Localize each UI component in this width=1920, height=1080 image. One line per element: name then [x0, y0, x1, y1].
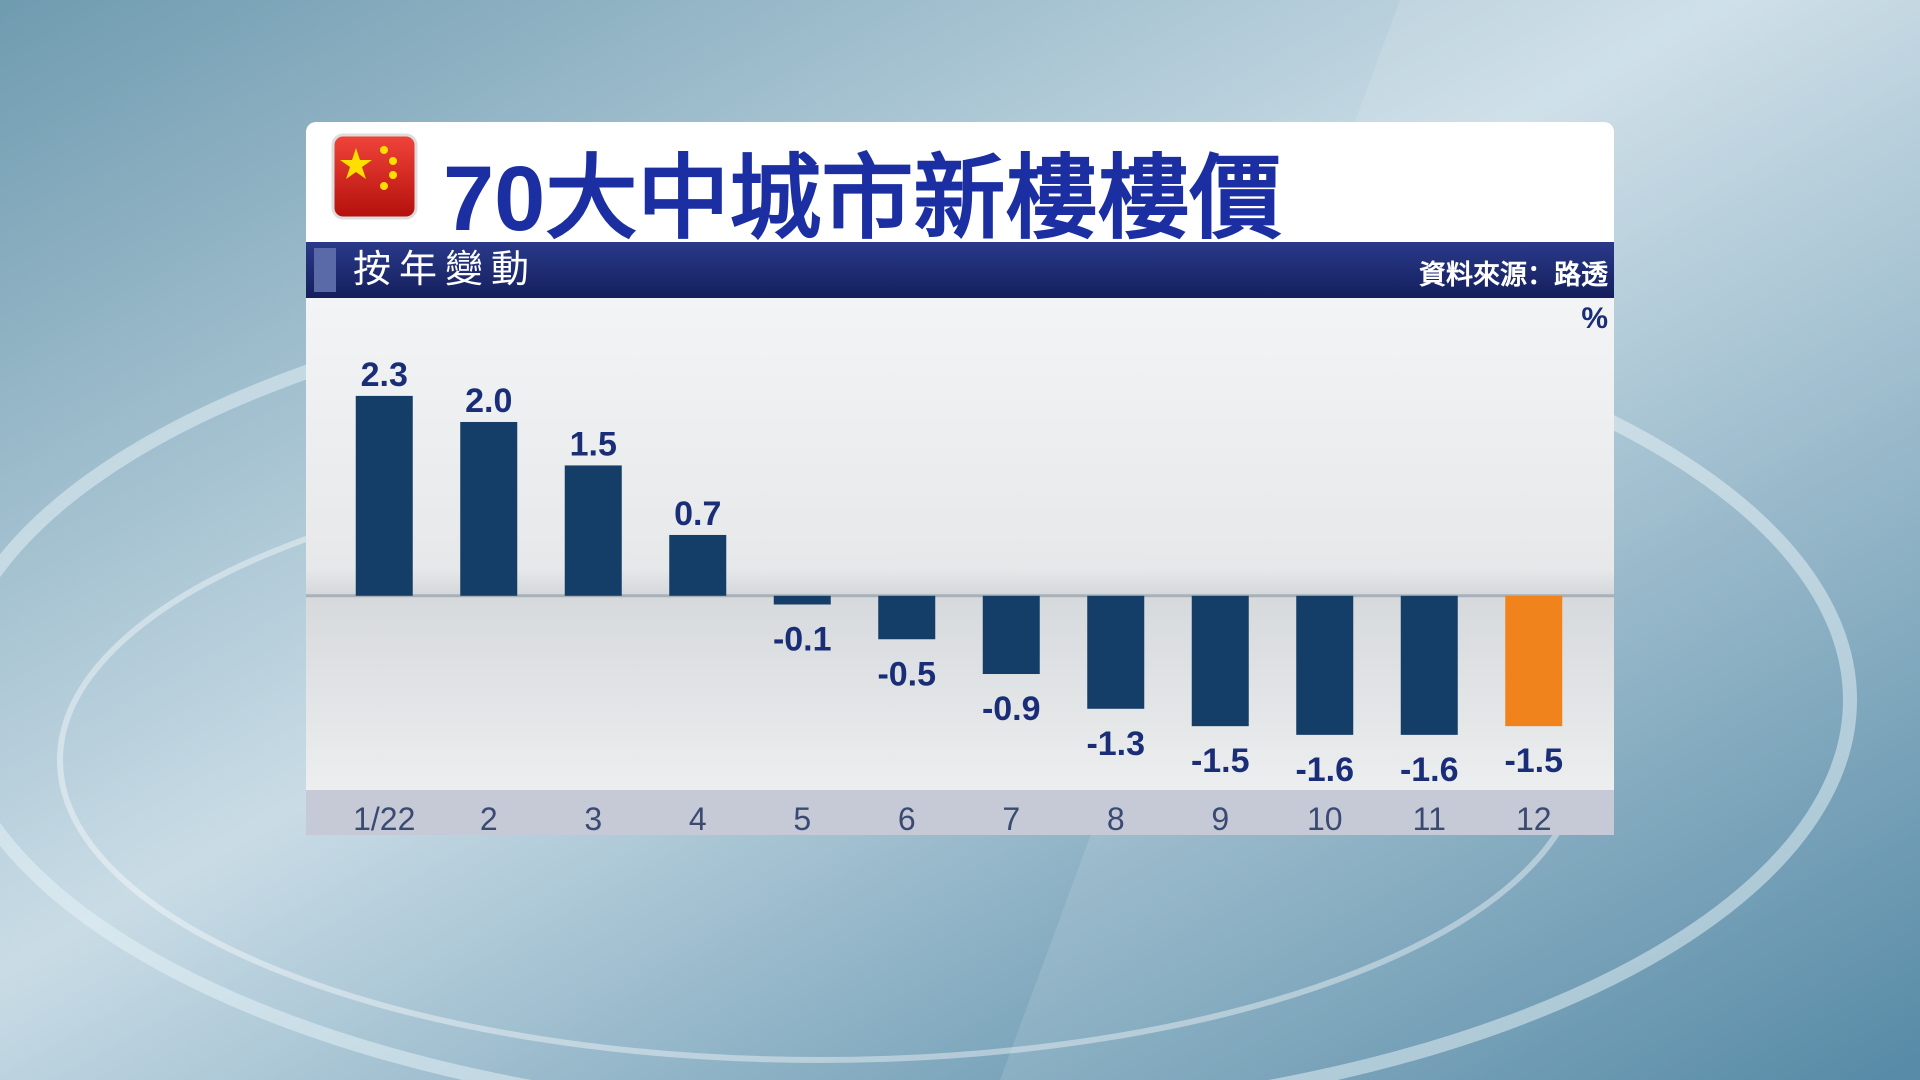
x-tick-label: 6 — [898, 801, 916, 837]
flag-icon — [331, 133, 418, 220]
value-label: 2.0 — [465, 382, 512, 420]
flag-star — [380, 182, 388, 190]
value-label: 0.7 — [674, 495, 721, 533]
value-label: -0.9 — [982, 690, 1041, 728]
x-tick-label: 7 — [1002, 801, 1020, 837]
x-tick-label: 8 — [1107, 801, 1125, 837]
chart-subtitle: 按年變動 — [353, 249, 537, 291]
bar — [982, 595, 1040, 675]
value-label: -1.6 — [1295, 751, 1354, 789]
bar — [669, 534, 727, 596]
value-label: -1.6 — [1400, 751, 1459, 789]
x-tick-label: 1/22 — [353, 801, 415, 837]
bar — [460, 421, 518, 596]
x-tick-label: 11 — [1413, 801, 1446, 837]
x-tick-label: 2 — [480, 801, 498, 837]
value-label: 1.5 — [570, 425, 617, 463]
chart-title: 70大中城市新樓樓價 — [443, 148, 1281, 250]
bar — [878, 595, 936, 640]
value-label: -0.1 — [773, 620, 832, 658]
x-tick-label: 3 — [584, 801, 602, 837]
flag-star — [389, 171, 397, 179]
value-label: 2.3 — [361, 356, 408, 394]
bar — [564, 465, 622, 596]
x-tick-label: 4 — [689, 801, 707, 837]
plot-area — [306, 298, 1614, 790]
bar — [1087, 595, 1145, 709]
flag-star — [380, 146, 388, 154]
bar — [1400, 595, 1458, 735]
x-tick-label: 5 — [793, 801, 811, 837]
band-accent — [314, 248, 336, 292]
flag-star — [389, 157, 397, 165]
x-tick-label: 9 — [1211, 801, 1229, 837]
bar — [773, 595, 831, 605]
flag-star — [340, 148, 372, 179]
bar — [1296, 595, 1354, 735]
value-label: -1.3 — [1086, 725, 1145, 763]
unit-label: % — [1581, 302, 1608, 335]
value-label: -0.5 — [877, 655, 936, 693]
bar — [1505, 595, 1563, 727]
x-axis-band — [306, 790, 1614, 835]
x-tick-label: 10 — [1307, 801, 1343, 837]
value-label: -1.5 — [1191, 742, 1250, 780]
subtitle-band — [306, 242, 1614, 298]
x-tick-label: 12 — [1516, 801, 1552, 837]
source-note: 資料來源：路透 — [1419, 259, 1608, 290]
bar — [355, 395, 413, 596]
bar — [1191, 595, 1249, 727]
value-label: -1.5 — [1504, 742, 1563, 780]
